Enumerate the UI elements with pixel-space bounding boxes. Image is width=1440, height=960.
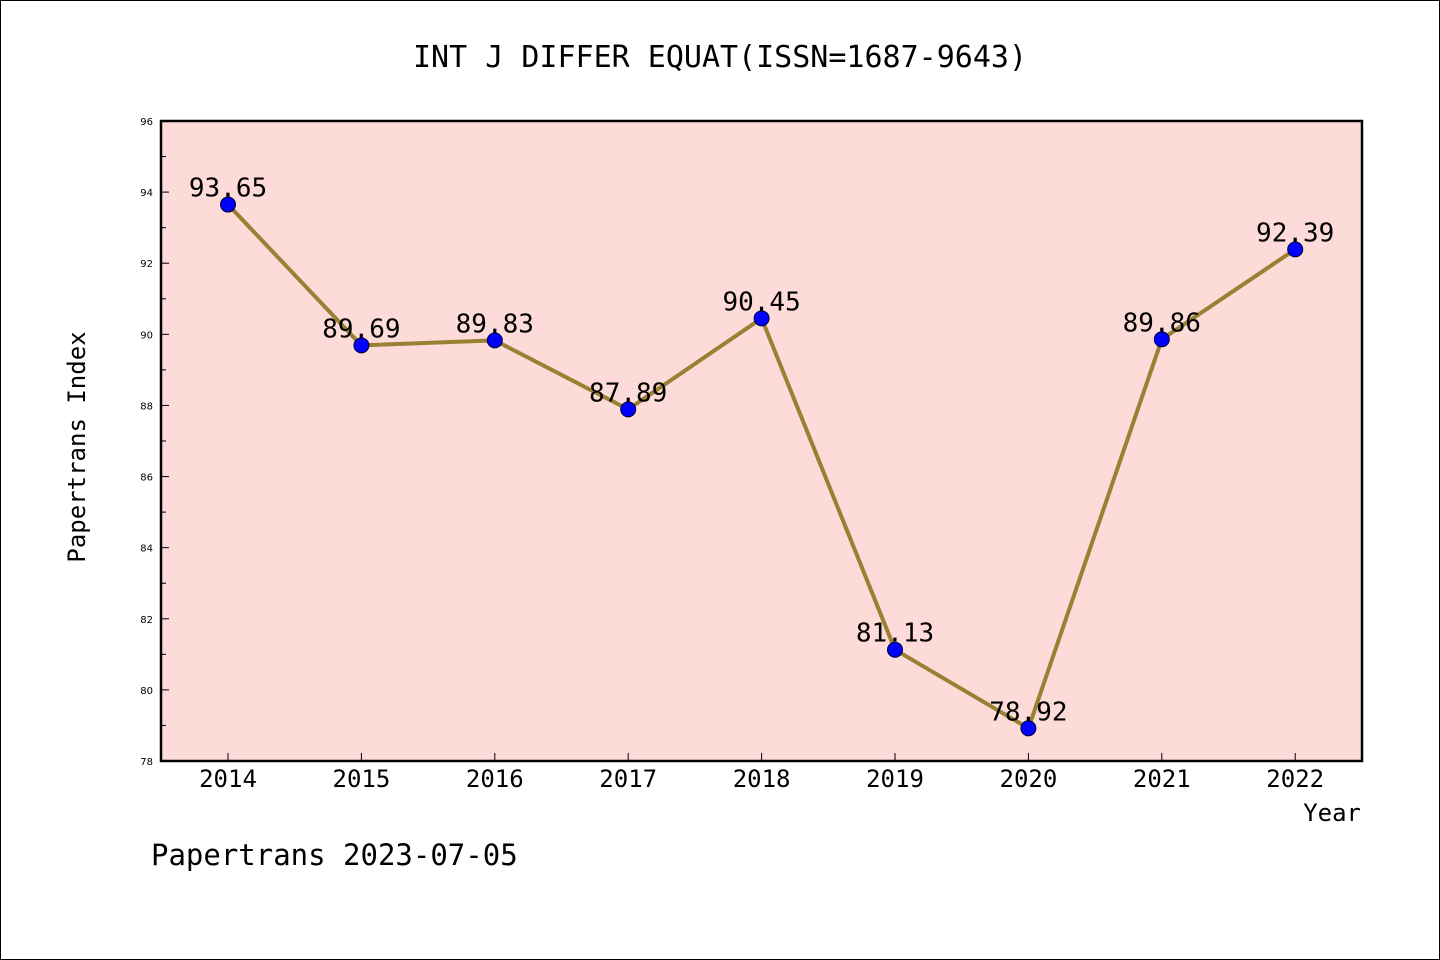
data-point: [620, 401, 637, 418]
data-label: 87.89: [589, 378, 667, 408]
x-tick-label: 2020: [1000, 765, 1058, 793]
footer-credit: Papertrans 2023-07-05: [151, 838, 518, 872]
data-point: [1020, 720, 1037, 737]
data-label: 78.92: [989, 697, 1067, 727]
data-point: [1153, 331, 1170, 348]
y-tick-label: 86: [140, 473, 153, 484]
y-tick-label: 96: [140, 117, 153, 128]
y-tick-label: 78: [140, 757, 153, 768]
data-point: [753, 310, 770, 327]
data-point: [887, 641, 903, 658]
y-axis: 78 80 82 84 86 88 90 92 94 96: [140, 117, 169, 768]
x-axis: 2014 2015 2016 2017 2018 2019 2020 2021 2022: [199, 753, 1324, 793]
plot-area: [161, 121, 1362, 761]
data-label: 89.69: [322, 314, 400, 344]
y-tick-label: 80: [140, 686, 153, 697]
data-label: 90.45: [722, 287, 800, 317]
x-axis-label: Year: [1303, 799, 1361, 827]
data-point: [486, 332, 503, 349]
x-tick-label: 2022: [1266, 765, 1324, 793]
x-tick-label: 2019: [866, 765, 924, 793]
data-point: [1287, 241, 1304, 258]
y-axis-label: Papertrans Index: [63, 331, 91, 562]
x-tick-label: 2021: [1133, 765, 1191, 793]
chart-title: INT J DIFFER EQUAT(ISSN=1687-9643): [413, 40, 1027, 75]
data-label: 89.86: [1123, 308, 1201, 338]
y-tick-label: 90: [140, 330, 153, 341]
y-tick-label: 82: [140, 615, 153, 626]
x-tick-label: 2015: [333, 765, 391, 793]
x-tick-label: 2018: [733, 765, 791, 793]
y-tick-label: 92: [140, 259, 153, 270]
data-point: [220, 196, 236, 213]
x-tick-label: 2016: [466, 765, 524, 793]
data-label: 93.65: [189, 174, 267, 204]
data-label: 89.83: [456, 309, 534, 339]
y-tick-label: 84: [140, 544, 153, 555]
data-point: [353, 337, 370, 354]
y-tick-label: 88: [140, 401, 153, 412]
data-label: 92.39: [1256, 218, 1334, 248]
x-tick-label: 2017: [599, 765, 657, 793]
x-tick-label: 2014: [199, 765, 257, 793]
y-tick-label: 94: [140, 188, 153, 199]
plot-border: [159, 119, 1364, 763]
data-label: 81.13: [856, 619, 934, 649]
series-layer: 93.65 89.69 89.83 87.89 90.45 81.13 78.92 89.86…: [189, 174, 1334, 737]
